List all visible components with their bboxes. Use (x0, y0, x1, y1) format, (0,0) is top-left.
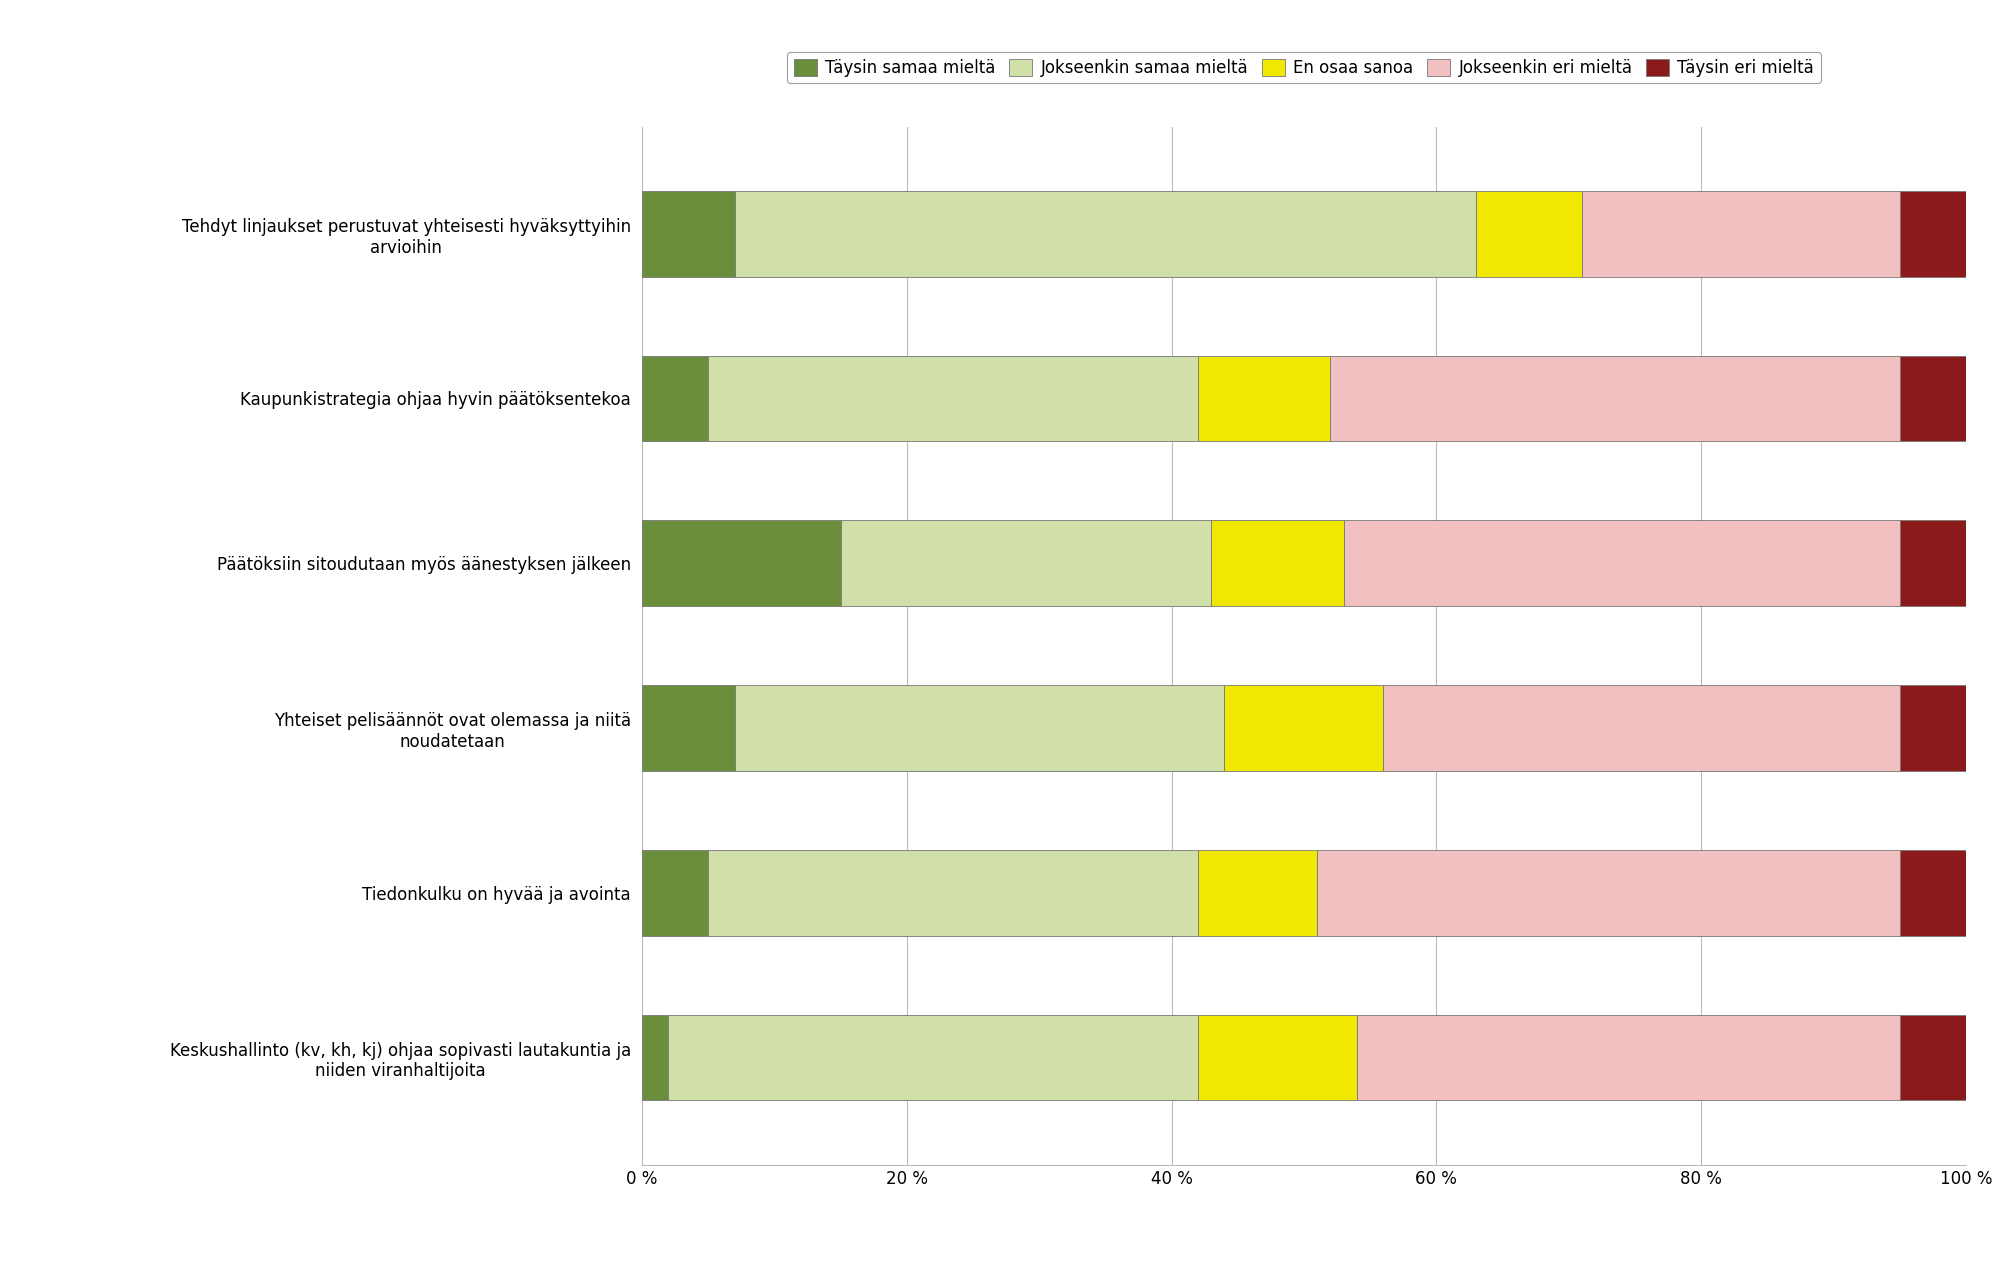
Bar (1476, 191, 1582, 276)
Bar (642, 191, 734, 276)
Bar (642, 849, 708, 936)
Bar (1899, 849, 1965, 936)
Bar (1197, 1015, 1355, 1100)
Bar (1899, 1015, 1965, 1100)
Bar (1317, 849, 1899, 936)
Bar (1197, 356, 1329, 442)
Bar (1899, 356, 1965, 442)
Bar (668, 1015, 1197, 1100)
Bar (642, 356, 708, 442)
Bar (1355, 1015, 1899, 1100)
Bar (1383, 685, 1899, 771)
Bar (1899, 520, 1965, 606)
Bar (734, 191, 1476, 276)
Bar (1223, 685, 1383, 771)
Bar (642, 685, 734, 771)
Bar (642, 520, 840, 606)
Bar (1899, 685, 1965, 771)
Legend: Täysin samaa mieltä, Jokseenkin samaa mieltä, En osaa sanoa, Jokseenkin eri miel: Täysin samaa mieltä, Jokseenkin samaa mi… (786, 52, 1821, 84)
Bar (1343, 520, 1899, 606)
Bar (708, 356, 1197, 442)
Bar (708, 849, 1197, 936)
Bar (840, 520, 1211, 606)
Bar (1582, 191, 1899, 276)
Bar (734, 685, 1223, 771)
Bar (1899, 191, 1965, 276)
Bar (1211, 520, 1343, 606)
Bar (642, 1015, 668, 1100)
Bar (1197, 849, 1317, 936)
Bar (1329, 356, 1899, 442)
